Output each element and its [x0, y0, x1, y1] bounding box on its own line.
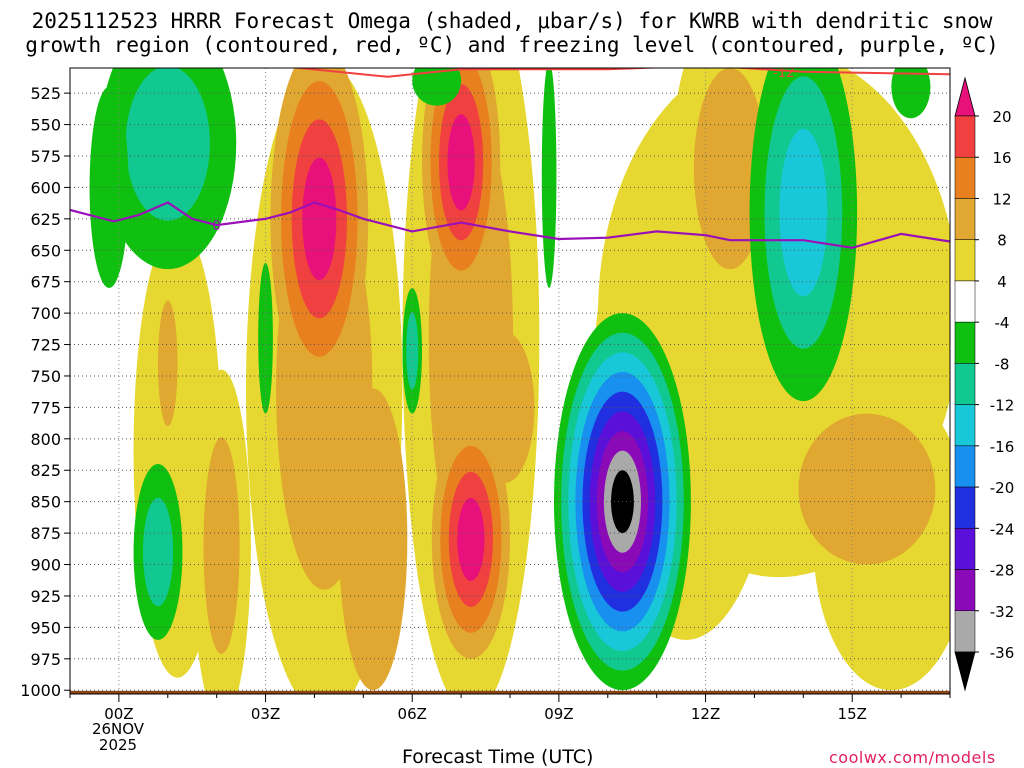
colorbar-segment-8 [954, 445, 976, 488]
y-tick-label-950: 950 [30, 618, 61, 637]
colorbar-segment-12 [954, 610, 976, 653]
y-tick-label-850: 850 [30, 493, 61, 512]
y-tick-label-550: 550 [30, 116, 61, 135]
grid-lines [70, 68, 950, 694]
colorbar-label-20: 20 [992, 108, 1011, 126]
colorbar-segment-0 [954, 115, 976, 158]
colorbar-label-8: 8 [997, 232, 1007, 250]
omega-shade-14-3 [457, 497, 485, 581]
omega-shade-16-0 [89, 86, 129, 288]
colorbar: 20 16 12 8 4 -4 -8 -12 -16 -20 -24 -28 -32 -36 [954, 76, 1015, 692]
y-tick-label-775: 775 [30, 398, 61, 417]
colorbar-label--28: -28 [990, 562, 1015, 580]
x-axis-title: Forecast Time (UTC) [402, 746, 594, 768]
omega-shade-19-1 [406, 312, 419, 390]
freezing-level-contour [70, 201, 950, 249]
x-tick-label-03Z: 03Z [251, 705, 280, 723]
y-tick-label-900: 900 [30, 556, 61, 575]
colorbar-label-16: 16 [992, 149, 1011, 167]
omega-shade-21-1 [142, 497, 174, 607]
y-axis: 525 550 575 600 625 650 675 700 725 750 775 800 825 8… [20, 84, 70, 700]
omega-shade-8-0 [338, 388, 408, 691]
colorbar-segment-1 [954, 156, 976, 199]
colorbar-label-12: 12 [992, 190, 1011, 208]
omega-shade-7-1 [203, 437, 240, 654]
x-tick-label-15Z: 15Z [838, 705, 867, 723]
colorbar-label--20: -20 [990, 479, 1015, 497]
omega-shade-13-3 [447, 114, 475, 211]
chart-title-line1: 2025112523 HRRR Forecast Omega (shaded, … [31, 9, 993, 33]
colorbar-segment-10 [954, 528, 976, 570]
omega-shade-10-0 [798, 413, 936, 565]
dgz-contour [290, 68, 950, 78]
site-credit: coolwx.com/models [829, 748, 996, 767]
omega-shade-11-0 [158, 300, 178, 427]
freezing-level-label: 0 [213, 219, 221, 234]
omega-shade-15-1 [125, 68, 210, 221]
y-tick-label-625: 625 [30, 210, 61, 229]
colorbar-label--8: -8 [995, 355, 1010, 373]
omega-shade-18-0 [258, 262, 273, 414]
colorbar-segment-7 [954, 404, 976, 447]
colorbar-label--32: -32 [990, 603, 1015, 621]
colorbar-label-4: 4 [997, 273, 1007, 291]
omega-shaded-field [89, 68, 950, 694]
colorbar-segment-5 [954, 321, 976, 364]
y-tick-label-700: 700 [30, 304, 61, 323]
y-tick-label-525: 525 [30, 84, 61, 103]
colorbar-label--12: -12 [990, 397, 1015, 415]
y-tick-label-825: 825 [30, 461, 61, 480]
y-tick-label-975: 975 [30, 650, 61, 669]
colorbar-label--16: -16 [990, 438, 1015, 456]
x-tick-label-12Z: 12Z [691, 705, 720, 723]
colorbar-segment-4 [954, 280, 976, 323]
colorbar-label--36: -36 [990, 644, 1015, 662]
omega-shade-17-2 [779, 128, 828, 297]
x-tick-label-00Z: 00Z [104, 705, 133, 723]
chart-title-line2: growth region (contoured, red, ºC) and f… [25, 33, 999, 57]
y-tick-label-875: 875 [30, 524, 61, 543]
colorbar-segment-9 [954, 486, 976, 529]
x-axis: 26NOV 2025 00Z 03Z 06Z 09Z 12Z 15Z [69, 694, 951, 754]
omega-shade-6-1 [693, 68, 767, 270]
y-tick-label-925: 925 [30, 587, 61, 606]
colorbar-segment-2 [954, 198, 976, 240]
colorbar-label--4: -4 [995, 314, 1010, 332]
y-tick-label-650: 650 [30, 241, 61, 260]
y-tick-label-600: 600 [30, 178, 61, 197]
y-tick-label-1000: 1000 [20, 681, 61, 700]
y-tick-label-800: 800 [30, 430, 61, 449]
colorbar-segment-3 [954, 239, 976, 282]
colorbar-bottom-arrow [954, 651, 976, 692]
y-tick-label-750: 750 [30, 367, 61, 386]
y-tick-label-725: 725 [30, 336, 61, 355]
date-label-year: 2025 [99, 736, 137, 754]
x-tick-label-09Z: 09Z [544, 705, 573, 723]
colorbar-top-arrow [954, 76, 976, 117]
colorbar-segment-11 [954, 569, 976, 612]
colorbar-segment-6 [954, 363, 976, 405]
date-label-day: 26NOV [92, 720, 145, 738]
y-tick-label-675: 675 [30, 273, 61, 292]
omega-shade-22-0 [412, 68, 462, 106]
ground-surface-bar [70, 690, 950, 694]
x-tick-label-06Z: 06Z [398, 705, 427, 723]
contour-lines: 0 -12 [70, 66, 950, 694]
omega-shade-12-3 [302, 157, 337, 281]
dgz-contour-label: -12 [773, 66, 794, 81]
colorbar-label--24: -24 [990, 520, 1015, 538]
omega-shade-20-0 [541, 68, 557, 288]
y-tick-label-575: 575 [30, 147, 61, 166]
omega-shade-24-0 [891, 68, 931, 119]
